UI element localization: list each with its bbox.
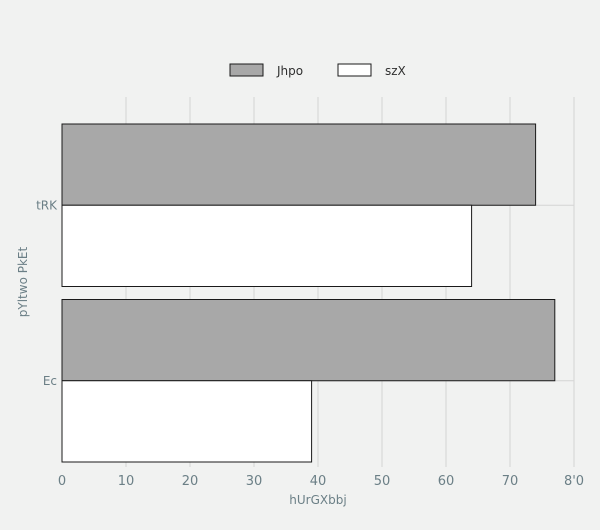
legend-label: szX [385,64,406,78]
x-tick-label: 40 [310,474,327,489]
y-axis-ticks: tRK Ec [36,198,58,388]
x-tick-label: 70 [502,474,519,489]
x-axis-ticks: 0 10 20 30 40 50 60 70 8'0 [58,474,584,489]
x-tick-label: 50 [374,474,391,489]
legend-label: Jhpo [276,64,303,78]
x-tick-label: 20 [182,474,199,489]
x-tick-label: 8'0 [564,474,584,489]
y-tick-label: Ec [43,374,57,388]
bar-Jhpo-tRK [61,123,537,206]
x-tick-label: 10 [118,474,135,489]
x-tick-label: 0 [58,474,66,489]
bar-Jhpo-Ec [61,299,556,382]
bars [61,123,556,463]
x-tick-label: 30 [246,474,263,489]
bar-szX-tRK [61,204,473,287]
x-tick-label: 60 [438,474,455,489]
y-axis-title: pYltwo PkEt [16,246,30,317]
bar-szX-Ec [61,380,313,463]
legend-swatch [229,63,264,77]
x-axis-title: hUrGXbbj [289,493,346,507]
y-tick-label: tRK [36,198,58,212]
legend: Jhpo szX [229,63,406,78]
legend-swatch [337,63,372,77]
